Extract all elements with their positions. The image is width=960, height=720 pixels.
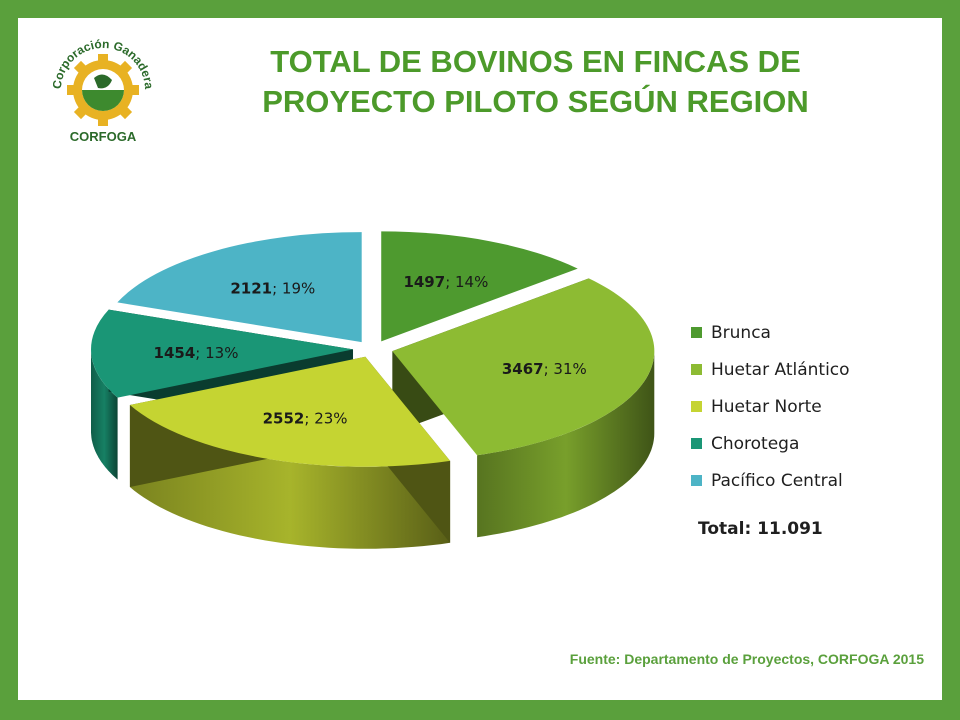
title-line-2: PROYECTO PILOTO SEGÚN REGION: [262, 84, 809, 119]
chart-legend: Brunca Huetar Atlántico Huetar Norte Chorot…: [691, 314, 850, 499]
legend-label: Huetar Atlántico: [711, 359, 850, 380]
slice-percent: ; 19%: [272, 280, 315, 298]
legend-swatch: [691, 475, 702, 486]
slice-data-label: 3467; 31%: [502, 360, 587, 378]
slice-data-label: 2552; 23%: [263, 410, 348, 428]
corfoga-logo: Corporación Ganadera CORFOGA: [50, 37, 156, 144]
legend-swatch: [691, 401, 702, 412]
legend-swatch: [691, 327, 702, 338]
slide-canvas: Corporación Ganadera CORFOGA TOTAL DE BO…: [18, 18, 942, 700]
pie-slice-chorotega: [91, 309, 354, 398]
slice-value: 3467: [502, 360, 544, 378]
pie-slice-huetar-norte: [129, 356, 451, 467]
slice-value: 1454: [154, 344, 196, 362]
slice-data-label: 2121; 19%: [230, 280, 315, 298]
legend-label: Chorotega: [711, 433, 800, 454]
title-line-1: TOTAL DE BOVINOS EN FINCAS DE: [270, 44, 801, 79]
page-title: TOTAL DE BOVINOS EN FINCAS DE PROYECTO P…: [193, 42, 878, 122]
pie-wall-huetar-norte: [129, 405, 451, 549]
pie-wall-chorotega: [91, 349, 118, 480]
pie-slice-brunca: [381, 231, 578, 342]
legend-item: Brunca: [691, 314, 850, 351]
slice-value: 1497: [403, 273, 445, 291]
slice-percent: ; 13%: [195, 344, 238, 362]
legend-label: Pacífico Central: [711, 470, 843, 491]
legend-item: Huetar Atlántico: [691, 351, 850, 388]
total-label: Total: 11.091: [698, 519, 823, 539]
legend-label: Huetar Norte: [711, 396, 822, 417]
legend-swatch: [691, 364, 702, 375]
logo-text-bottom: CORFOGA: [70, 129, 137, 144]
slice-value: 2552: [263, 410, 305, 428]
pie-wall-huetar-atlántico: [477, 351, 655, 538]
pie-chart: 1497; 14% 3467; 31% 2552; 23% 1454; 13% 2121…: [91, 231, 655, 549]
legend-swatch: [691, 438, 702, 449]
legend-item: Huetar Norte: [691, 388, 850, 425]
pie-slice-huetar-atlántico: [392, 278, 655, 456]
slice-percent: ; 23%: [304, 410, 347, 428]
legend-item: Chorotega: [691, 425, 850, 462]
legend-label: Brunca: [711, 322, 771, 343]
source-note: Fuente: Departamento de Proyectos, CORFO…: [569, 651, 924, 667]
slice-data-label: 1454; 13%: [154, 344, 239, 362]
slice-value: 2121: [230, 280, 272, 298]
legend-item: Pacífico Central: [691, 462, 850, 499]
slice-data-label: 1497; 14%: [403, 273, 488, 291]
slice-percent: ; 14%: [445, 273, 488, 291]
pie-slice-pacífico-central: [117, 232, 362, 343]
slice-percent: ; 31%: [544, 360, 587, 378]
